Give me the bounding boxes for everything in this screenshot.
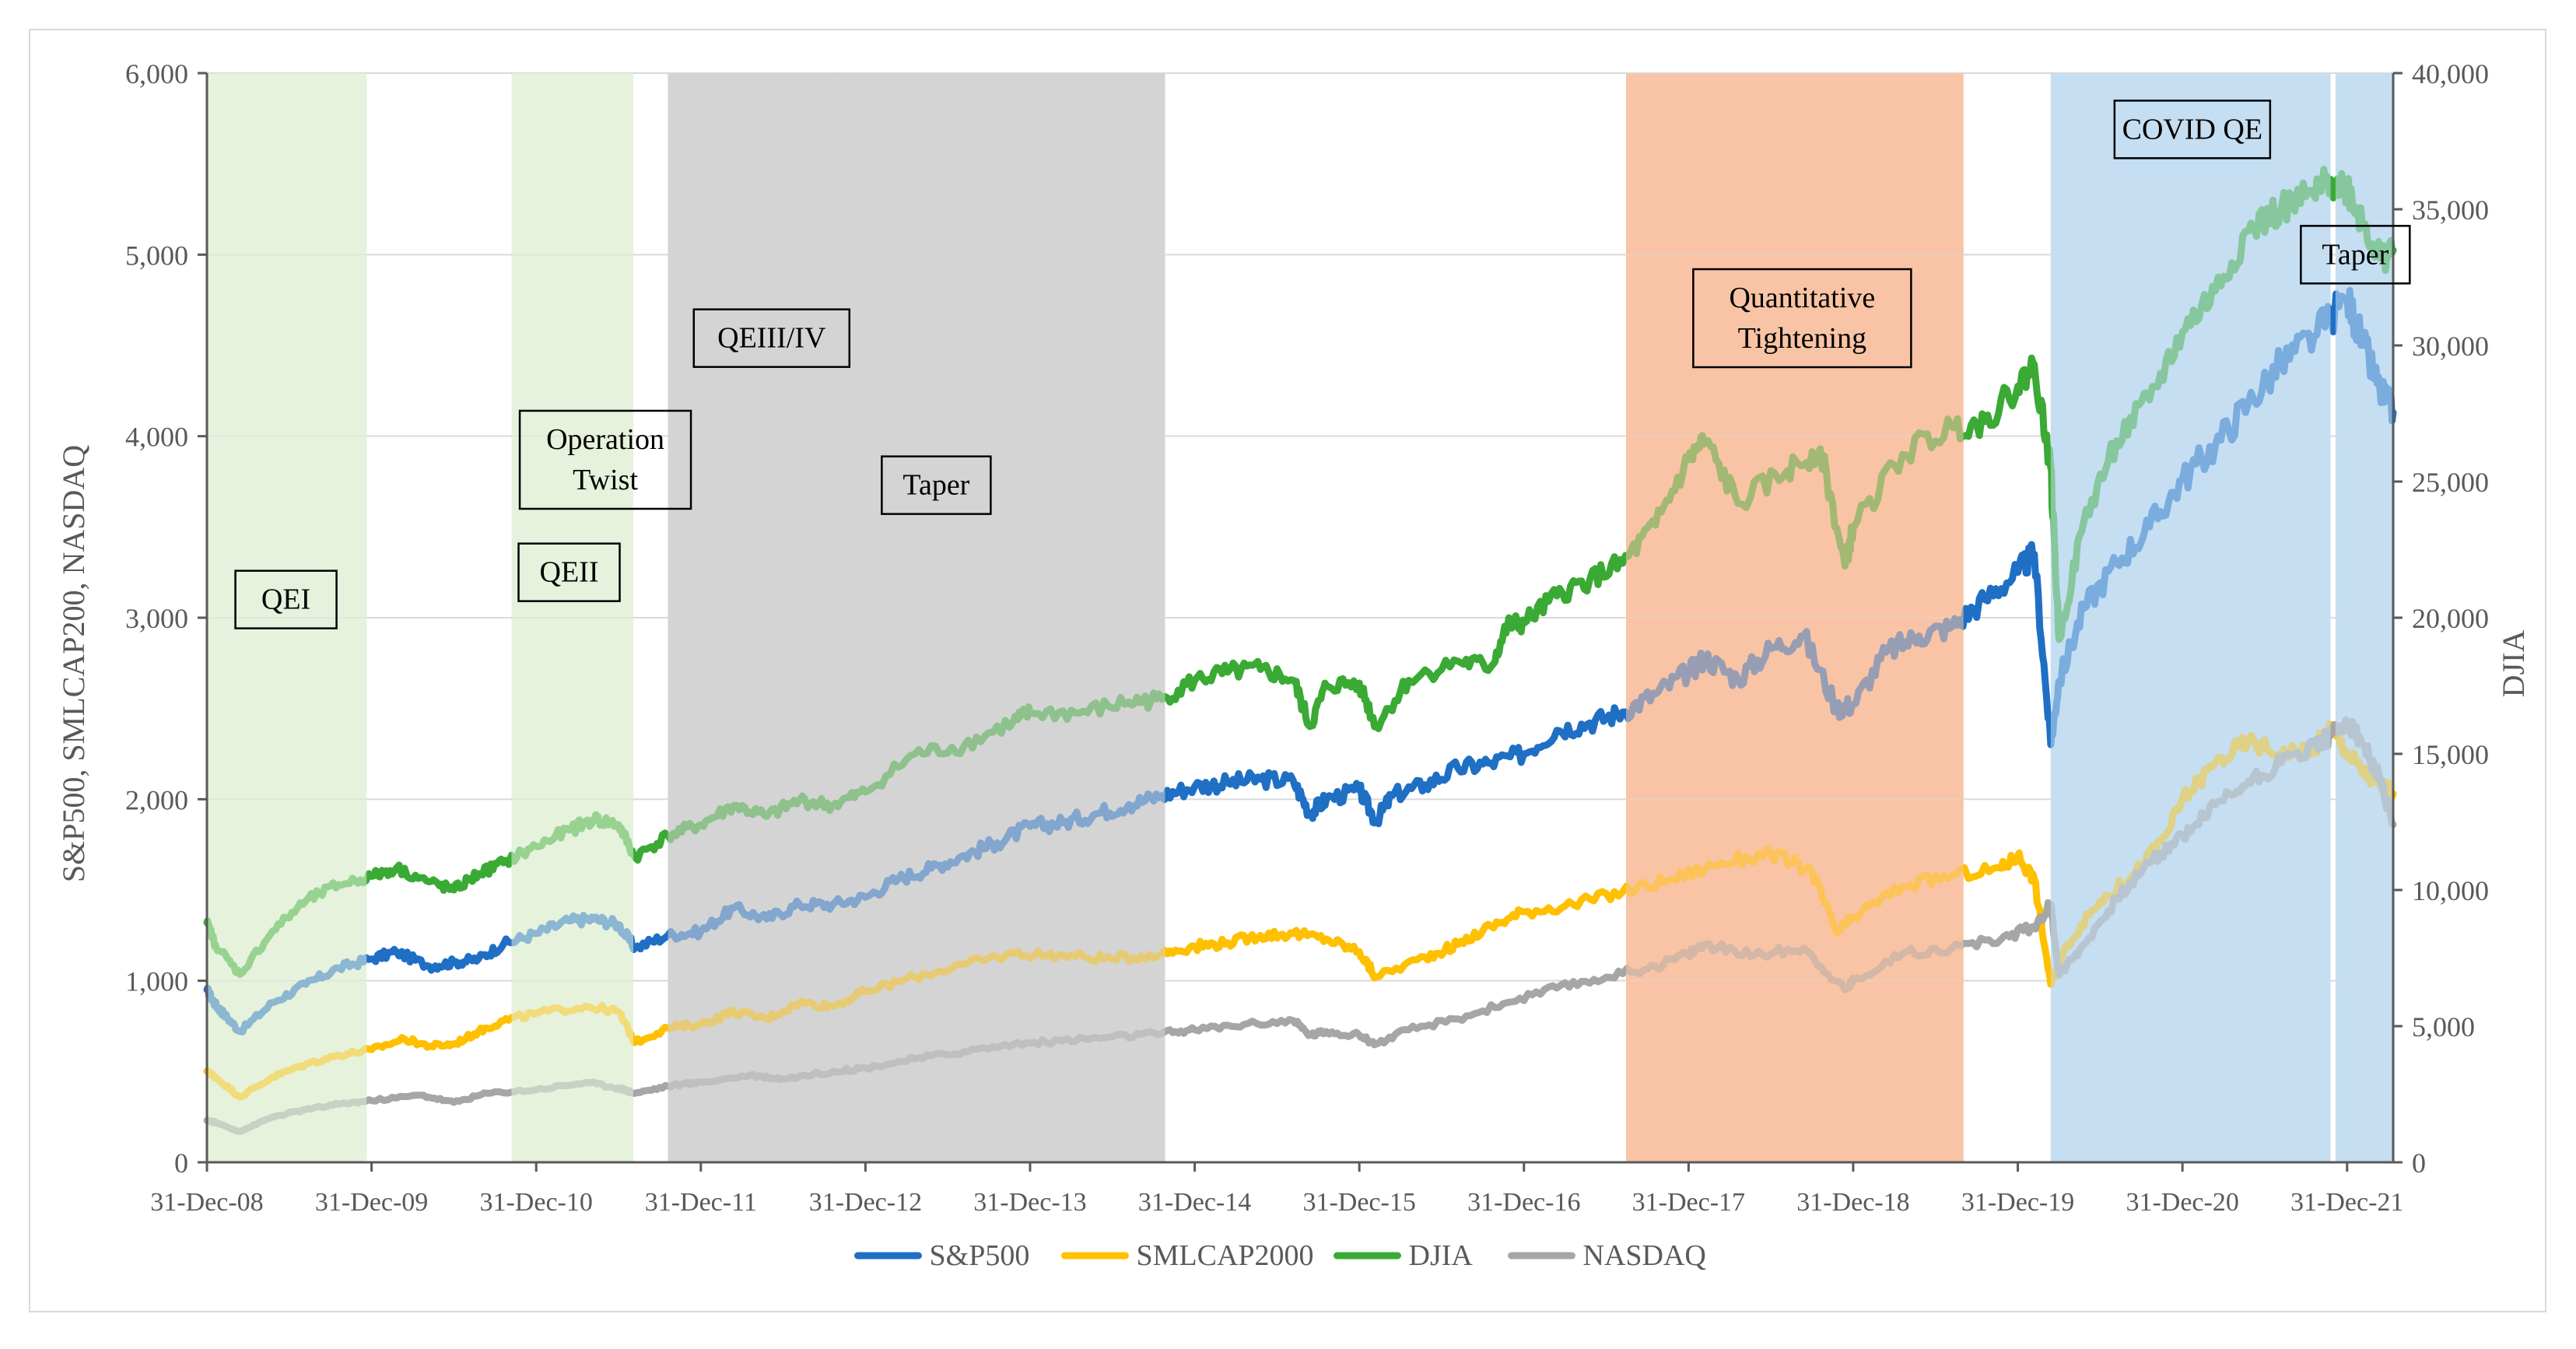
shaded-overlay-qeiii-iv [837, 73, 1165, 1162]
y-right-tick-label: 35,000 [2412, 194, 2489, 226]
y-right-tick-label: 25,000 [2412, 467, 2489, 498]
x-tick-label: 31-Dec-09 [315, 1188, 428, 1217]
y-right-tick-label: 40,000 [2412, 58, 2489, 89]
y-right-tick-label: 10,000 [2412, 875, 2489, 906]
y-axis-left-label: S&P500, SMLCAP200, NASDAQ [56, 445, 91, 882]
shaded-overlay-qei [207, 73, 367, 1162]
series-lines [203, 73, 2397, 1162]
annotation-covid-qe-box [2113, 100, 2272, 159]
annotations: QEI QEII Operation Twist QEIII/IV Taper Quanti… [234, 100, 2411, 629]
x-tick-label: 31-Dec-10 [479, 1188, 592, 1217]
annotation-qei-text: QEI [261, 583, 310, 616]
annotation-qeii-text: QEII [540, 556, 599, 589]
legend-smlcap2000-label: SMLCAP2000 [1137, 1239, 1314, 1272]
shaded-overlay-qeii [511, 73, 634, 1162]
annotation-covid-qe-text: COVID QE [2122, 113, 2262, 145]
legend: S&P500 SMLCAP2000 DJIA NASDAQ [854, 1239, 1706, 1272]
x-tick-label: 31-Dec-21 [2290, 1188, 2403, 1217]
y-left-tick-label: 3,000 [125, 603, 188, 634]
annotation-qeiii-iv-text: QEIII/IV [717, 322, 826, 355]
y-right-tick-label: 5,000 [2412, 1011, 2475, 1042]
y-axis-right-label: DJIA [2496, 630, 2531, 698]
y-right-tick-label: 15,000 [2412, 739, 2489, 770]
annotation-quantitative-tightening-text: Tightening [1738, 322, 1866, 355]
x-tick-label: 31-Dec-13 [973, 1188, 1086, 1217]
x-tick-label: 31-Dec-14 [1138, 1188, 1251, 1217]
x-tick-label: 31-Dec-12 [809, 1188, 922, 1217]
annotation-quantitative-tightening-text: Quantitative [1729, 282, 1875, 314]
annotation-taper-text: Taper [2322, 238, 2388, 271]
x-tick-label: 31-Dec-11 [645, 1188, 757, 1217]
y-right-tick-label: 0 [2412, 1148, 2426, 1179]
x-tick-label: 31-Dec-18 [1796, 1188, 1909, 1217]
y-right-tick-label: 20,000 [2412, 603, 2489, 634]
annotation-qeii-box [517, 542, 621, 602]
y-left-tick-label: 4,000 [125, 422, 188, 453]
legend-nasdaq-label: NASDAQ [1583, 1239, 1706, 1272]
y-left-tick-label: 5,000 [125, 240, 188, 271]
shaded-overlay-operation-twist [668, 73, 838, 1162]
annotation-operation-twist-text: Twist [573, 464, 638, 496]
annotation-taper-box [2300, 225, 2411, 285]
y-left-tick-label: 2,000 [125, 784, 188, 815]
shaded-overlay-covid-qe [2050, 73, 2331, 1162]
annotation-qei-box [234, 569, 338, 629]
axes: 0 1,000 2,000 3,000 4,000 5,000 6,000 0 5,000 10,… [125, 58, 2489, 1217]
x-tick-label: 31-Dec-17 [1632, 1188, 1745, 1217]
annotation-quantitative-tightening-box [1692, 268, 1912, 369]
x-tick-label: 31-Dec-08 [150, 1188, 263, 1217]
x-tick-label: 31-Dec-15 [1302, 1188, 1415, 1217]
annotation-operation-twist-box [518, 409, 692, 510]
x-tick-label: 31-Dec-19 [1961, 1188, 2074, 1217]
y-left-tick-label: 0 [174, 1148, 188, 1179]
shaded-overlay-taper [2335, 73, 2393, 1162]
y-right-tick-label: 30,000 [2412, 331, 2489, 362]
annotation-taper-box [881, 455, 992, 515]
shaded-overlay-quantitative-tightening [1625, 73, 1964, 1162]
y-left-tick-label: 1,000 [125, 966, 188, 997]
x-tick-label: 31-Dec-16 [1467, 1188, 1580, 1217]
x-tick-label: 31-Dec-20 [2126, 1188, 2238, 1217]
y-left-tick-label: 6,000 [125, 58, 188, 89]
annotation-taper-text: Taper [902, 469, 969, 502]
legend-s-p500-label: S&P500 [930, 1239, 1030, 1272]
annotation-operation-twist-text: Operation [546, 423, 664, 456]
legend-djia-label: DJIA [1409, 1239, 1474, 1272]
annotation-qeiii-iv-box [692, 308, 851, 368]
